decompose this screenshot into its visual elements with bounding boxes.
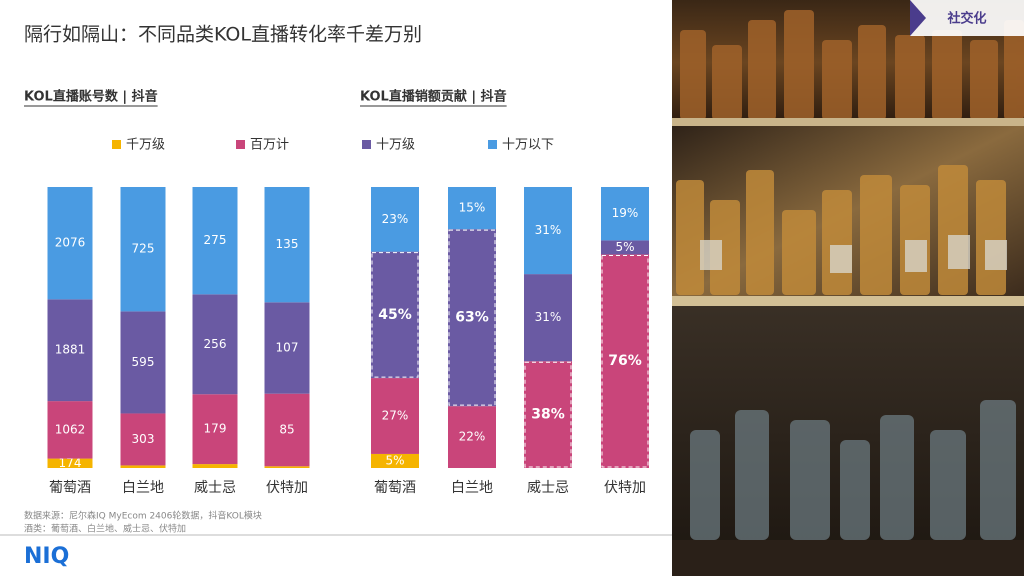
data-label: 38% <box>531 407 565 423</box>
bar-segment <box>371 187 419 252</box>
chart-title: KOL直播账号数 | 抖音 <box>24 89 158 105</box>
bar-segment <box>448 229 496 407</box>
bar-segment <box>192 294 238 395</box>
data-label: 45% <box>378 307 412 323</box>
tag-box <box>910 0 1024 36</box>
legend-swatch <box>488 140 497 149</box>
bar-segment <box>371 453 419 468</box>
data-label: 1881 <box>55 343 86 357</box>
bar-segment <box>192 464 238 468</box>
bar-segment <box>601 187 649 241</box>
bar-segment <box>120 413 166 466</box>
data-label: 256 <box>204 337 227 351</box>
bar-segment <box>47 401 93 459</box>
bar-segment <box>120 311 166 414</box>
bar-segment <box>264 393 310 467</box>
bar-segment <box>524 274 572 362</box>
data-label: 303 <box>132 432 155 446</box>
bar-segment <box>120 187 166 312</box>
data-label: 31% <box>535 310 562 324</box>
bar-segment <box>264 466 310 468</box>
x-tick-label: 葡萄酒 <box>49 480 91 496</box>
slide-title: 隔行如隔山：不同品类KOL直播转化率千差万别 <box>24 24 422 46</box>
data-label: 85 <box>279 422 294 436</box>
legend-swatch <box>236 140 245 149</box>
highlight-border <box>448 229 496 406</box>
bar-segment <box>371 378 419 454</box>
legend-label: 十万以下 <box>502 138 554 153</box>
x-tick-label: 威士忌 <box>527 480 569 496</box>
data-label: 5% <box>615 240 634 254</box>
data-label: 19% <box>612 206 639 220</box>
data-label: 23% <box>382 212 409 226</box>
bar-segment <box>264 187 310 303</box>
bar-segment <box>120 465 166 468</box>
highlight-border <box>601 254 649 468</box>
tag-arrow <box>910 0 926 36</box>
x-tick-label: 威士忌 <box>194 480 236 496</box>
x-tick-label: 白兰地 <box>451 480 493 496</box>
data-label: 1062 <box>55 422 86 436</box>
bar-segment <box>47 299 93 402</box>
highlight-border <box>524 361 572 468</box>
chart-title: KOL直播销额贡献 | 抖音 <box>360 89 507 105</box>
source: 数据来源：尼尔森IQ MyEcom 2406轮数据，抖音KOL模块 <box>24 510 262 522</box>
data-label: 275 <box>204 233 227 247</box>
bar-segment <box>192 187 238 295</box>
bar-segment <box>264 302 310 394</box>
data-label: 179 <box>204 422 227 436</box>
data-label: 22% <box>459 430 486 444</box>
bar-segment <box>47 187 93 300</box>
data-label: 31% <box>535 223 562 237</box>
bar-segment <box>47 458 93 468</box>
data-label: 135 <box>276 237 299 251</box>
legend-swatch <box>362 140 371 149</box>
data-label: 174 <box>59 456 82 470</box>
data-label: 2076 <box>55 236 86 250</box>
data-label: 595 <box>132 355 155 369</box>
logo: NIQ <box>24 544 69 569</box>
data-label: 5% <box>385 453 404 467</box>
data-label: 63% <box>455 310 489 326</box>
bar-segment <box>448 406 496 468</box>
x-tick-label: 白兰地 <box>122 480 164 496</box>
legend-label: 十万级 <box>376 138 415 153</box>
bar-segment <box>601 254 649 468</box>
bar-segment <box>524 361 572 468</box>
x-tick-label: 伏特加 <box>266 480 308 496</box>
bar-segment <box>371 251 419 379</box>
x-tick-label: 伏特加 <box>604 480 646 496</box>
data-label: 27% <box>382 409 409 423</box>
data-label: 76% <box>608 353 642 369</box>
x-tick-label: 葡萄酒 <box>374 480 416 496</box>
tag: 社交化 <box>946 11 986 27</box>
data-label: 725 <box>132 242 155 256</box>
photo <box>672 0 1024 576</box>
source: 酒类：葡萄酒、白兰地、威士忌、伏特加 <box>24 523 186 535</box>
data-label: 107 <box>276 340 299 354</box>
bar-segment <box>601 240 649 255</box>
bar-segment <box>524 187 572 275</box>
legend-label: 千万级 <box>126 138 165 153</box>
bar-segment <box>192 394 238 465</box>
highlight-border <box>371 252 419 378</box>
bar-segment <box>448 187 496 230</box>
legend-swatch <box>112 140 121 149</box>
data-label: 15% <box>459 201 486 215</box>
legend-label: 百万计 <box>250 138 289 153</box>
